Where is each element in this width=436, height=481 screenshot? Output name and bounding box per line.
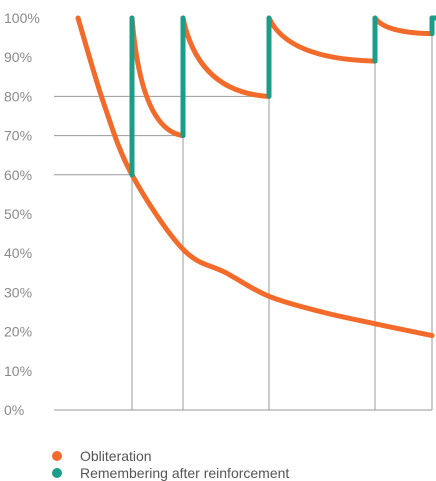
- y-tick-label: 80%: [4, 88, 32, 104]
- guide-lines: [54, 18, 433, 411]
- y-tick-label: 40%: [4, 245, 32, 261]
- legend-marker-remembering: [52, 467, 62, 478]
- y-tick-label: 100%: [4, 10, 40, 26]
- obliteration-curve: [75, 15, 435, 339]
- y-tick-label: 30%: [4, 284, 32, 300]
- decay-curve: [266, 15, 378, 64]
- reinforcement-series: [129, 15, 436, 178]
- legend-item-remembering: Remembering after reinforcement: [52, 464, 289, 481]
- obliteration-series: [75, 15, 435, 339]
- legend-item-obliteration: Obliteration: [52, 447, 289, 464]
- y-tick-label: 60%: [4, 167, 32, 183]
- y-tick-label: 70%: [4, 128, 32, 144]
- legend-marker-obliteration: [52, 450, 62, 461]
- legend-label-remembering: Remembering after reinforcement: [80, 464, 290, 481]
- y-tick-label: 0%: [4, 402, 24, 418]
- y-tick-label: 90%: [4, 49, 32, 65]
- y-axis-ticks: 100% 90% 80% 70% 60% 50% 40% 30% 20% 10% 0%: [4, 10, 40, 418]
- legend-label-obliteration: Obliteration: [80, 447, 152, 464]
- y-tick-label: 20%: [4, 324, 32, 340]
- decay-curve: [129, 15, 186, 139]
- decay-curve: [180, 15, 272, 99]
- y-tick-label: 10%: [4, 363, 32, 379]
- retention-chart: 100% 90% 80% 70% 60% 50% 40% 30% 20% 10% 0%: [4, 10, 436, 418]
- chart-legend: Obliteration Remembering after reinforce…: [52, 447, 289, 481]
- decay-curve: [372, 15, 435, 37]
- y-tick-label: 50%: [4, 206, 32, 222]
